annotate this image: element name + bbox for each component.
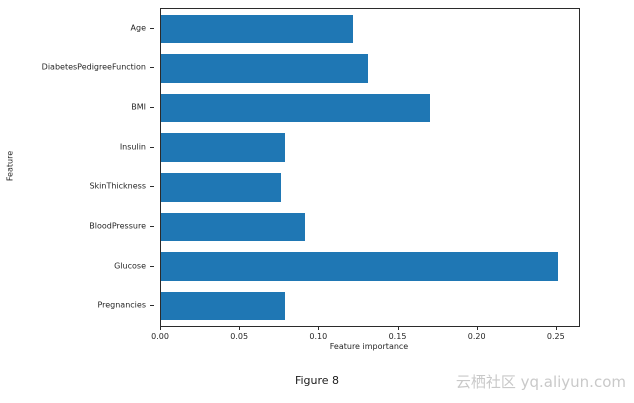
x-tick-label: 0.10 bbox=[309, 332, 328, 341]
x-tick bbox=[397, 326, 399, 330]
y-axis-title: Feature bbox=[5, 150, 15, 182]
category-label: DiabetesPedigreeFunction bbox=[41, 62, 146, 72]
x-tick-label: 0.25 bbox=[546, 332, 565, 341]
category-label: Insulin bbox=[119, 142, 146, 152]
x-tick bbox=[239, 326, 241, 330]
x-tick-label: 0.05 bbox=[230, 332, 249, 341]
bar bbox=[161, 252, 559, 281]
bar bbox=[161, 212, 306, 242]
bar bbox=[161, 14, 353, 44]
x-tick-label: 0.15 bbox=[388, 332, 407, 341]
y-tick bbox=[150, 305, 154, 307]
y-tick bbox=[150, 225, 154, 227]
y-tick bbox=[150, 107, 154, 109]
y-tick bbox=[150, 27, 154, 29]
y-tick bbox=[150, 146, 154, 148]
y-tick bbox=[150, 186, 154, 188]
category-label: SkinThickness bbox=[89, 181, 146, 191]
bar bbox=[161, 133, 285, 162]
x-tick-label: 0.20 bbox=[467, 332, 486, 341]
y-tick bbox=[150, 265, 154, 267]
x-tick bbox=[160, 326, 161, 330]
figure-caption: Figure 8 bbox=[294, 374, 340, 387]
x-tick bbox=[555, 326, 557, 330]
bar bbox=[161, 173, 282, 202]
x-axis-ticks: 0.00 0.05 0.10 0.15 0.20 0.25 bbox=[151, 326, 578, 346]
bars-container bbox=[161, 9, 579, 326]
y-axis-labels: Age DiabetesPedigreeFunction BMI Insulin Ski… bbox=[0, 8, 154, 325]
watermark: 云栖社区 yq.aliyun.com bbox=[455, 373, 626, 391]
category-label: Pregnancies bbox=[97, 300, 146, 310]
x-tick-label: 0.00 bbox=[151, 332, 169, 341]
x-tick bbox=[476, 326, 478, 330]
x-tick bbox=[318, 326, 320, 330]
y-tick bbox=[150, 67, 154, 69]
bar bbox=[161, 54, 369, 83]
bar bbox=[161, 291, 285, 321]
category-label: Age bbox=[130, 23, 146, 33]
x-axis-title: Feature importance bbox=[329, 342, 409, 351]
bar bbox=[161, 93, 431, 123]
plot-area bbox=[160, 8, 580, 327]
category-label: BMI bbox=[131, 102, 146, 112]
category-label: Glucose bbox=[114, 261, 146, 271]
category-label: BloodPressure bbox=[89, 221, 146, 231]
